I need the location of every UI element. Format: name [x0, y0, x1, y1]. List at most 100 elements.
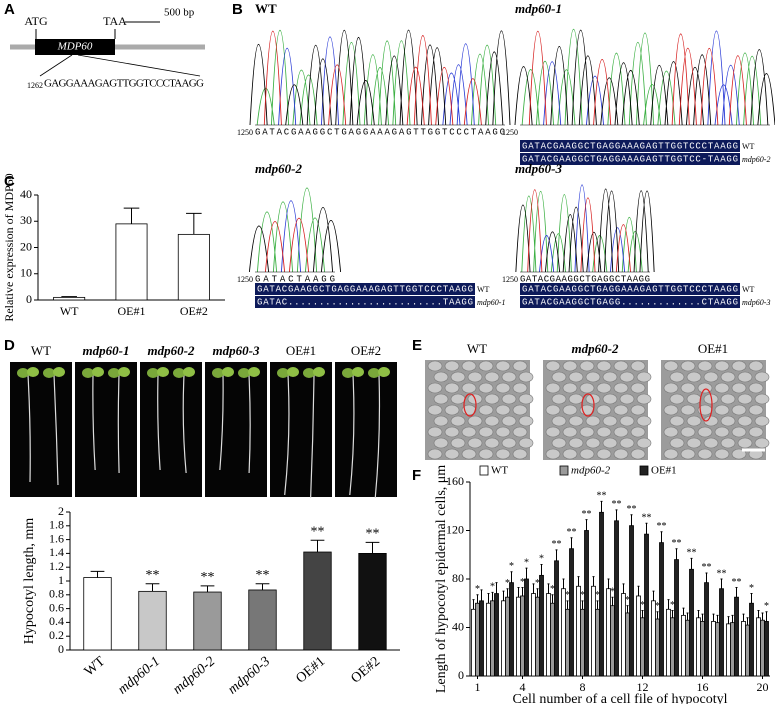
cell — [737, 415, 753, 427]
error-bar — [750, 593, 753, 604]
alignment-label: mdp60-2 — [742, 155, 770, 164]
cell — [613, 426, 629, 438]
significance: ** — [702, 562, 712, 573]
significance: ** — [627, 504, 637, 515]
error-bar — [555, 549, 558, 561]
error-bar — [742, 613, 745, 622]
cell — [568, 415, 584, 427]
bar — [475, 602, 480, 677]
cotyledon — [303, 368, 315, 378]
cell — [495, 426, 511, 438]
error-bar — [607, 578, 610, 589]
cotyledon — [27, 367, 39, 377]
seedling — [27, 374, 31, 483]
trace-peak — [263, 30, 482, 126]
trace-peak — [278, 36, 475, 126]
alignment-bg — [520, 140, 740, 152]
y-tick-label: 30 — [20, 213, 32, 227]
trace-peak — [256, 187, 326, 273]
alignment-bg — [520, 296, 740, 308]
error-bar — [487, 593, 490, 604]
cell — [731, 426, 747, 438]
legend-swatch — [479, 465, 489, 476]
cell — [518, 371, 534, 383]
cell — [714, 426, 730, 438]
bar — [584, 530, 589, 677]
significance: * — [580, 590, 585, 601]
y-tick-label: 1.6 — [49, 531, 64, 545]
error-bar — [712, 613, 715, 622]
cell — [630, 426, 646, 438]
error-bar — [532, 583, 535, 594]
photo — [75, 362, 137, 497]
error-bar — [581, 600, 584, 610]
cell — [568, 437, 584, 449]
cell — [686, 415, 702, 427]
bar — [561, 588, 566, 677]
significance: ** — [687, 548, 697, 559]
cell — [568, 393, 584, 405]
error-bar — [506, 588, 509, 598]
cell — [501, 393, 517, 405]
cotyledon — [53, 367, 65, 377]
start-codon: ATG — [24, 14, 48, 28]
alignment-sequence: GATACGAAGGCTGAGG.............CTAAGG — [522, 297, 738, 307]
alignment-label: mdp60-1 — [477, 298, 505, 307]
trace-peak — [521, 29, 762, 126]
significance: * — [625, 595, 630, 606]
cell — [518, 437, 534, 449]
significance: * — [565, 590, 570, 601]
seedling — [248, 374, 251, 474]
significance: ** — [366, 527, 380, 542]
bar — [674, 559, 679, 677]
photo-label: mdp60-2 — [148, 343, 195, 358]
significance: ** — [612, 499, 622, 510]
trace-peak — [248, 206, 342, 273]
cell — [636, 415, 652, 427]
cell — [714, 404, 730, 416]
cell — [512, 382, 528, 394]
bar — [756, 617, 761, 677]
error-bar — [765, 611, 768, 622]
cell — [545, 448, 561, 460]
cell — [444, 448, 460, 460]
error-bar — [570, 537, 573, 549]
error-bar — [566, 600, 569, 610]
error-bar — [472, 599, 475, 610]
bar — [520, 595, 525, 677]
cell — [467, 437, 483, 449]
cell — [512, 360, 528, 372]
x-tick-label: mdp60-2 — [170, 654, 218, 697]
significance: ** — [146, 568, 160, 583]
significance: ** — [717, 568, 727, 579]
bar — [546, 593, 551, 677]
seedling — [310, 374, 315, 499]
y-tick-label: 120 — [446, 522, 464, 536]
trace-peak — [521, 191, 643, 273]
cell — [427, 404, 443, 416]
x-tick-label: WT — [60, 304, 79, 318]
seedling — [53, 374, 59, 486]
error-bar — [596, 600, 599, 610]
cell — [579, 448, 595, 460]
cell — [613, 382, 629, 394]
alignment-bg — [255, 283, 475, 295]
cell — [663, 426, 679, 438]
trace-name: mdp60-1 — [515, 1, 562, 16]
cell — [427, 382, 443, 394]
alignment-sequence: GATACGAAGGCTGAGGAAAGAGTTGGTCCCTAAGG — [522, 284, 738, 294]
cell — [636, 371, 652, 383]
cell — [720, 437, 736, 449]
x-tick-label: mdp60-1 — [115, 654, 163, 697]
error-bar — [61, 296, 77, 298]
cell — [501, 415, 517, 427]
bar — [193, 591, 222, 651]
photo — [10, 362, 72, 497]
y-tick-label: 0.6 — [49, 600, 64, 614]
legend-label: mdp60-2 — [571, 465, 611, 477]
significance: * — [524, 557, 529, 568]
error-bar — [727, 616, 730, 624]
cell — [731, 382, 747, 394]
cell — [579, 382, 595, 394]
position: 1262 — [27, 81, 43, 90]
